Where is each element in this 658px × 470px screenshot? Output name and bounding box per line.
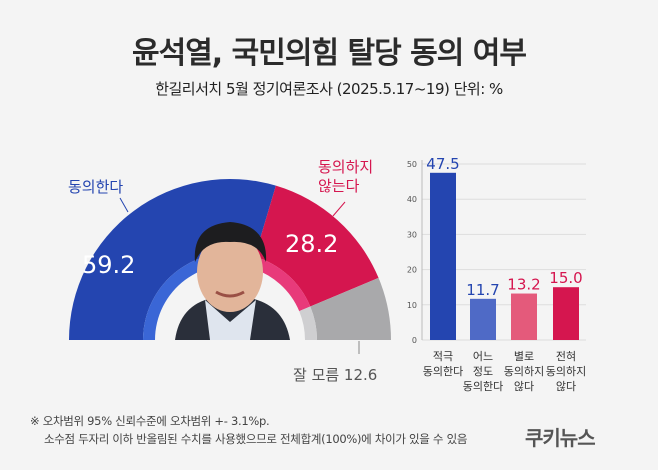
x-category-label: 않다: [514, 380, 534, 393]
bar-value-label: 11.7: [466, 281, 499, 299]
bar-2: [470, 298, 496, 340]
donut-slice-1: [69, 179, 276, 340]
disagree-value: 28.2: [285, 230, 338, 258]
donut-slice-3: [310, 277, 391, 340]
x-category-label: 동의하지: [546, 364, 586, 378]
bar-1: [430, 172, 456, 340]
x-category-label: 동의한다: [463, 380, 503, 393]
donut-slice-2: [254, 185, 379, 307]
footnote-rounding: 소수점 두자리 이하 반올림된 수치를 사용했으므로 전체합계(100%)에 차…: [44, 432, 468, 446]
agree-leader-line: [119, 197, 129, 213]
donut-inner-band-2: [251, 256, 311, 312]
x-category-label: 동의한다: [423, 365, 463, 378]
page-title: 윤석열, 국민의힘 탈당 동의 여부: [132, 36, 527, 71]
bar-value-label: 47.5: [426, 155, 459, 173]
x-category-label: 별로: [514, 350, 534, 363]
disagree-label-2: 않는다: [318, 177, 360, 195]
y-tick-label: 0: [412, 336, 417, 345]
x-category-label: 적극: [433, 350, 453, 363]
kukinews-logo: 쿠키뉴스: [525, 426, 596, 450]
bar-value-label: 13.2: [507, 276, 540, 294]
bar-4: [553, 287, 579, 340]
y-tick-label: 20: [407, 266, 417, 275]
politician-photo: [175, 222, 290, 340]
disagree-leader-line: [332, 201, 346, 217]
bar-3: [511, 293, 537, 340]
disagree-label-1: 동의하지: [318, 158, 373, 176]
y-tick-label: 10: [407, 301, 417, 310]
y-tick-label: 40: [407, 195, 417, 204]
x-category-label: 어느: [473, 350, 493, 363]
y-tick-label: 30: [407, 230, 417, 239]
x-category-label: 않다: [556, 380, 576, 393]
footnote-margin-of-error: ※ 오차범위 95% 신뢰수준에 오차범위 +- 3.1%p.: [30, 414, 270, 428]
unknown-label: 잘 모름 12.6: [293, 366, 377, 384]
x-category-label: 동의하지: [504, 364, 544, 378]
x-category-label: 전혀: [556, 350, 576, 363]
y-tick-label: 50: [407, 160, 417, 169]
page-subtitle: 한길리서치 5월 정기여론조사 (2025.5.17~19) 단위: %: [155, 80, 503, 98]
bar-value-label: 15.0: [549, 269, 582, 287]
agree-label: 동의한다: [68, 178, 123, 196]
x-category-label: 정도: [473, 365, 493, 378]
donut-inner-band-3: [299, 306, 317, 340]
agree-value: 59.2: [82, 251, 135, 279]
